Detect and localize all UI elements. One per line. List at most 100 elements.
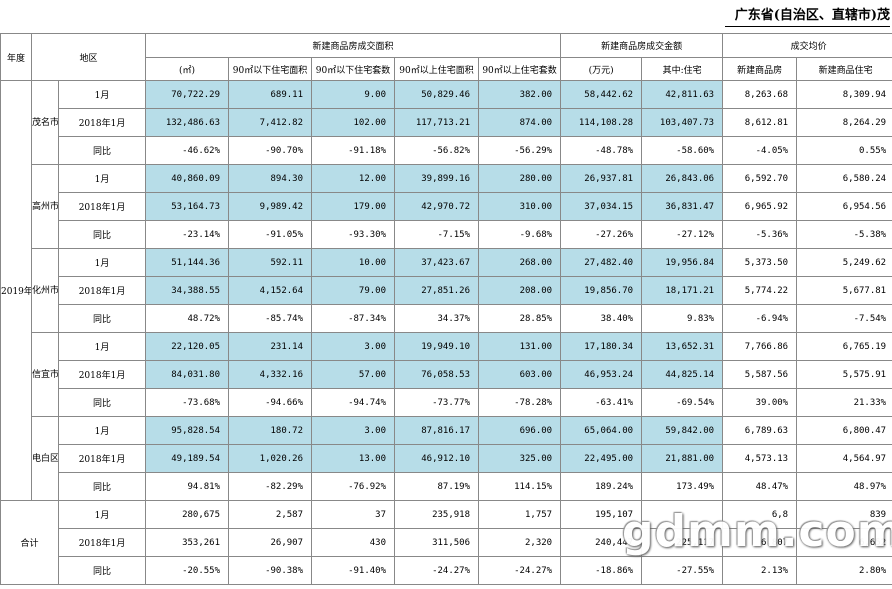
- data-cell: 4,332.16: [228, 360, 313, 389]
- data-cell: 6,765.19: [796, 332, 892, 361]
- total-data-cell: 430: [311, 528, 396, 557]
- data-cell: 42,811.63: [641, 80, 724, 109]
- data-cell: -48.78%: [560, 136, 643, 165]
- data-cell: 87,816.17: [394, 416, 480, 445]
- total-data-cell: -27.55%: [641, 556, 724, 585]
- data-cell: 48.72%: [145, 304, 230, 333]
- city-name: 信宜市: [31, 332, 59, 417]
- table-row: 同比 -46.62% -90.70% -91.18% -56.82% -56.29% -48…: [1, 136, 892, 165]
- subheader-area-unit: (㎡): [145, 57, 230, 81]
- data-cell: -5.36%: [722, 220, 798, 249]
- data-cell: 42,970.72: [394, 192, 480, 221]
- data-cell: 9,989.42: [228, 192, 313, 221]
- data-cell: 27,851.26: [394, 276, 480, 305]
- subheader-amount-unit: (万元): [560, 57, 643, 81]
- table-row: 2018年1月 84,031.80 4,332.16 57.00 76,058.53 60…: [1, 360, 892, 389]
- data-cell: 21,881.00: [641, 444, 724, 473]
- data-cell: 95,828.54: [145, 416, 230, 445]
- data-cell: 26,937.81: [560, 164, 643, 193]
- data-cell: 37,034.15: [560, 192, 643, 221]
- data-cell: 3.00: [311, 332, 396, 361]
- data-cell: 87.19%: [394, 472, 480, 501]
- data-cell: -7.54%: [796, 304, 892, 333]
- data-cell: 382.00: [478, 80, 562, 109]
- data-cell: 894.30: [228, 164, 313, 193]
- data-cell: 18,171.21: [641, 276, 724, 305]
- table-row: 同比 94.81% -82.29% -76.92% 87.19% 114.15% 189.2…: [1, 472, 892, 501]
- data-cell: -5.38%: [796, 220, 892, 249]
- data-cell: 19,956.84: [641, 248, 724, 277]
- total-data-cell: 353,261: [145, 528, 230, 557]
- data-cell: 70,722.29: [145, 80, 230, 109]
- data-cell: 12.00: [311, 164, 396, 193]
- data-cell: 8,263.68: [722, 80, 798, 109]
- total-data-cell: 6,8: [722, 500, 798, 529]
- data-cell: -46.62%: [145, 136, 230, 165]
- data-cell: 79.00: [311, 276, 396, 305]
- total-data-cell: 225,117: [641, 528, 724, 557]
- data-cell: 22,120.05: [145, 332, 230, 361]
- data-cell: 5,677.81: [796, 276, 892, 305]
- total-data-cell: -24.27%: [478, 556, 562, 585]
- data-cell: 53,164.73: [145, 192, 230, 221]
- data-cell: 46,912.10: [394, 444, 480, 473]
- data-cell: 49,189.54: [145, 444, 230, 473]
- data-cell: -23.14%: [145, 220, 230, 249]
- data-cell: 39.00%: [722, 388, 798, 417]
- table-row: 同比 -73.68% -94.66% -94.74% -73.77% -78.28% -63…: [1, 388, 892, 417]
- subheader-under90-units: 90㎡以下住宅套数: [311, 57, 396, 81]
- data-cell: 4,152.64: [228, 276, 313, 305]
- data-cell: 9.83%: [641, 304, 724, 333]
- data-cell: 22,495.00: [560, 444, 643, 473]
- city-name: 电白区: [31, 416, 59, 501]
- data-cell: -85.74%: [228, 304, 313, 333]
- data-cell: 36,831.47: [641, 192, 724, 221]
- data-cell: 84,031.80: [145, 360, 230, 389]
- total-data-cell: 235,918: [394, 500, 480, 529]
- data-cell: -87.34%: [311, 304, 396, 333]
- data-cell: 8,264.29: [796, 108, 892, 137]
- data-cell: 8,309.94: [796, 80, 892, 109]
- data-cell: 21.33%: [796, 388, 892, 417]
- year-cell: 2019年: [0, 80, 32, 501]
- report-title: 广东省(自治区、直辖市)茂: [724, 6, 890, 27]
- data-cell: -93.30%: [311, 220, 396, 249]
- data-cell: 38.40%: [560, 304, 643, 333]
- total-data-cell: 839: [796, 500, 892, 529]
- data-cell: 76,058.53: [394, 360, 480, 389]
- data-cell: 58,442.62: [560, 80, 643, 109]
- header-price-group: 成交均价: [722, 33, 892, 58]
- data-cell: 19,856.70: [560, 276, 643, 305]
- row-label: 2018年1月: [57, 444, 147, 473]
- data-cell: 10.00: [311, 248, 396, 277]
- data-cell: 7,766.86: [722, 332, 798, 361]
- data-cell: 27,482.40: [560, 248, 643, 277]
- row-label: 同比: [57, 136, 147, 165]
- data-cell: 5,575.91: [796, 360, 892, 389]
- data-cell: 131.00: [478, 332, 562, 361]
- total-data-cell: 2.80%: [796, 556, 892, 585]
- data-cell: 37,423.67: [394, 248, 480, 277]
- data-cell: 48.47%: [722, 472, 798, 501]
- table-row: 化州市 1月 51,144.36 592.11 10.00 37,423.67 268.00…: [1, 248, 892, 333]
- data-cell: 4,573.13: [722, 444, 798, 473]
- total-data-cell: -18.86%: [560, 556, 643, 585]
- total-data-cell: -20.55%: [145, 556, 230, 585]
- data-cell: 7,412.82: [228, 108, 313, 137]
- table-row: 2018年1月 34,388.55 4,152.64 79.00 27,851.26 20…: [1, 276, 892, 305]
- row-label: 1月: [57, 80, 147, 109]
- data-cell: 5,774.22: [722, 276, 798, 305]
- total-data-cell: [641, 500, 724, 529]
- data-cell: -27.12%: [641, 220, 724, 249]
- row-label: 1月: [57, 248, 147, 277]
- total-data-cell: 240,447: [560, 528, 643, 557]
- data-cell: 5,373.50: [722, 248, 798, 277]
- table-row: 信宜市 1月 22,120.05 231.14 3.00 19,949.10 131.00 1…: [1, 332, 892, 417]
- row-label: 同比: [57, 472, 147, 501]
- table-row: 2019年 茂名市 1月 70,722.29 689.11 9.00 50,829.46 38…: [0, 80, 892, 501]
- row-label: 1月: [57, 500, 147, 529]
- data-cell: 1,020.26: [228, 444, 313, 473]
- data-cell: 231.14: [228, 332, 313, 361]
- data-cell: 6,965.92: [722, 192, 798, 221]
- data-cell: 26,843.06: [641, 164, 724, 193]
